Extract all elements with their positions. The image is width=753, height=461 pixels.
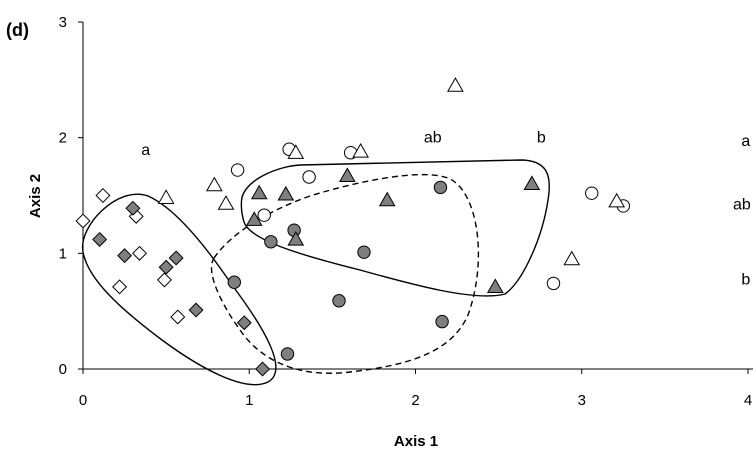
marker-triangle-filled [245,211,263,226]
y-axis-title: Axis 2 [27,174,44,218]
axis-ticks: 0 1 2 3 4 0 1 2 3 [59,14,753,409]
marker-circle-filled [280,347,295,361]
marker-triangle-open [217,195,235,210]
marker-circle-filled [264,235,278,249]
x-tick-label: 1 [245,392,253,409]
y-tick-label: 1 [59,245,67,262]
marker-diamond-open [112,279,128,295]
marker-circle-open [302,170,316,184]
y-tick-label: 2 [59,130,67,147]
marker-diamond-filled [188,302,204,318]
group-letter: b [741,272,750,289]
marker-circle-filled [433,180,448,195]
marker-triangle-filled [486,278,504,294]
data-markers [75,77,631,377]
x-tick-label: 0 [79,392,87,409]
marker-triangle-open [287,144,305,159]
marker-triangle-open [447,77,464,92]
marker-triangle-filled [287,230,305,246]
ellipse-triangles [240,159,551,297]
marker-triangle-open [157,189,175,204]
marker-circle-filled [332,294,346,308]
marker-diamond-filled [168,250,184,266]
marker-triangle-open [352,143,369,158]
panel-label: (d) [6,20,29,40]
group-letter: b [537,129,546,146]
marker-triangle-filled [523,175,541,191]
marker-diamond-open [156,272,172,288]
x-tick-label: 2 [411,392,419,409]
marker-diamond-filled [92,231,108,247]
marker-diamond-filled [236,315,252,331]
marker-triangle-open [205,176,223,192]
marker-circle-open [230,163,245,177]
group-annotations: a ab b a ab b [141,129,751,288]
x-axis-title: Axis 1 [394,433,438,450]
y-tick-label: 3 [59,14,67,31]
marker-circle-open [585,186,599,200]
group-letter: ab [424,129,442,146]
marker-diamond-open [75,213,91,229]
marker-diamond-filled [117,248,133,264]
marker-diamond-filled [158,259,174,275]
marker-diamond-open [132,245,148,261]
marker-triangle-filled [277,185,295,201]
marker-triangle-filled [378,191,396,207]
marker-triangle-filled [338,167,356,182]
marker-diamond-filled [255,361,271,377]
y-tick-label: 0 [59,361,67,378]
ellipse-diamonds-outline [82,193,277,386]
x-tick-label: 3 [578,392,586,409]
marker-circle-filled [435,314,449,329]
marker-diamond-open [95,187,111,204]
group-letter: a [741,133,750,150]
marker-circle-open [546,276,561,291]
group-letter: ab [733,196,751,213]
marker-triangle-filled [250,184,268,200]
ellipse-circles [210,173,480,374]
group-letter: a [141,142,150,159]
marker-circle-open [257,208,271,222]
marker-triangle-open [608,192,626,208]
marker-diamond-filled [125,200,141,216]
group-ellipses [82,159,551,386]
marker-triangle-open [563,250,581,266]
marker-diamond-open [170,309,186,325]
marker-circle-filled [227,275,241,289]
marker-circle-filled [357,245,371,259]
plot-frame [82,22,753,370]
x-tick-label: 4 [744,392,752,409]
